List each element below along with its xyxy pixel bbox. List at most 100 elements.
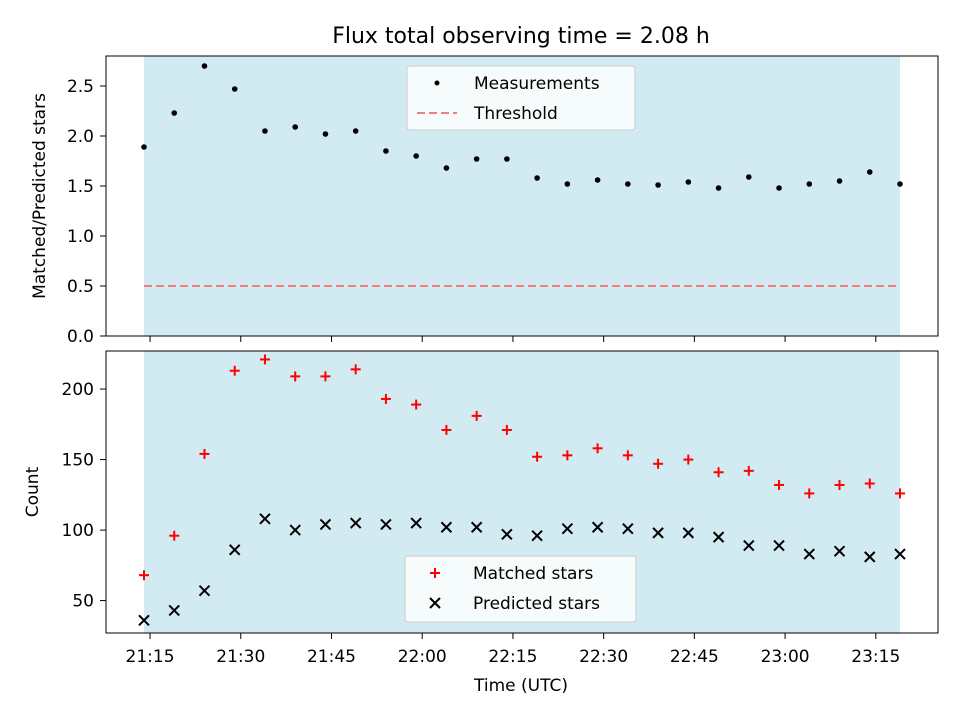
measurement-point bbox=[866, 169, 873, 175]
predicted-stars-point bbox=[380, 518, 392, 531]
xtick-label: 22:45 bbox=[670, 647, 719, 667]
predicted-stars-point bbox=[591, 521, 604, 533]
matched-stars-point bbox=[471, 410, 482, 421]
measurement-point bbox=[473, 156, 480, 162]
bottom-legend: Matched stars Predicted stars bbox=[404, 555, 637, 623]
predicted-stars-point bbox=[531, 530, 543, 542]
predicted-stars-point bbox=[864, 551, 876, 563]
predicted-stars-point bbox=[773, 539, 785, 552]
predicted-stars-point bbox=[803, 548, 815, 560]
measurement-point bbox=[625, 181, 631, 187]
measurement-point bbox=[806, 181, 813, 187]
measurement-point bbox=[413, 153, 419, 159]
predicted-stars-point bbox=[470, 521, 483, 533]
matched-stars-point bbox=[229, 365, 240, 376]
predicted-stars-point bbox=[138, 614, 150, 627]
predicted-stars-point bbox=[259, 513, 271, 525]
xtick-label: 23:15 bbox=[851, 647, 900, 667]
top-ylabel: Matched/Predicted stars bbox=[30, 93, 50, 299]
matched-stars-point bbox=[169, 530, 180, 541]
measurement-point bbox=[201, 63, 208, 69]
legend-predicted-label: Predicted stars bbox=[473, 594, 600, 614]
legend-matched-marker bbox=[430, 568, 440, 578]
bot-ytick-label: 100 bbox=[62, 521, 94, 541]
matched-stars-point bbox=[743, 465, 754, 476]
predicted-stars-point bbox=[682, 527, 695, 539]
predicted-stars-point bbox=[561, 522, 574, 535]
xtick-label: 21:45 bbox=[307, 647, 356, 667]
matched-stars-point bbox=[864, 478, 875, 489]
matched-stars-point bbox=[259, 354, 270, 365]
matched-stars-point bbox=[683, 454, 694, 465]
matched-stars-point bbox=[380, 393, 391, 404]
measurement-point bbox=[715, 185, 722, 191]
legend-matched-label: Matched stars bbox=[473, 564, 593, 584]
predicted-stars-point bbox=[289, 524, 301, 536]
measurement-point bbox=[564, 181, 571, 187]
measurement-point bbox=[231, 86, 238, 92]
measurement-point bbox=[292, 124, 299, 130]
xtick-label: 22:30 bbox=[579, 647, 628, 667]
xtick-label: 21:30 bbox=[216, 647, 265, 667]
top-ytick-label: 0.5 bbox=[67, 277, 94, 297]
measurement-point bbox=[171, 110, 178, 116]
bottom-axes-frame bbox=[105, 350, 939, 634]
predicted-stars-point bbox=[410, 517, 422, 529]
legend-predicted-marker bbox=[429, 597, 441, 609]
top-ytick-label: 1.5 bbox=[67, 177, 94, 197]
predicted-stars-point bbox=[319, 518, 332, 531]
matched-stars-point bbox=[895, 488, 905, 499]
matched-stars-point bbox=[774, 479, 785, 490]
bottom-panel: 50 100 150 200 21:15 21:30 21:45 22:00 22:15 22:… bbox=[23, 350, 939, 696]
measurement-point bbox=[685, 179, 692, 185]
measurement-point bbox=[655, 182, 661, 188]
xtick-label: 22:15 bbox=[488, 647, 537, 667]
measurement-point bbox=[352, 128, 359, 134]
predicted-stars-point bbox=[743, 539, 755, 552]
matched-stars-point bbox=[320, 371, 331, 382]
matched-stars-point bbox=[139, 570, 149, 581]
measurement-point bbox=[262, 128, 268, 134]
legend-measurements-marker bbox=[434, 80, 440, 86]
matched-stars-point bbox=[441, 424, 452, 435]
measurement-point bbox=[746, 174, 752, 180]
top-panel: 0.0 0.5 1.0 1.5 2.0 2.5 Matched/Predicted sta… bbox=[30, 55, 939, 347]
legend-threshold-label: Threshold bbox=[473, 104, 558, 124]
matched-stars-point bbox=[290, 371, 301, 382]
predicted-stars-point bbox=[833, 545, 846, 557]
measurement-point bbox=[443, 165, 450, 171]
top-ytick-label: 2.5 bbox=[67, 77, 94, 97]
measurement-point bbox=[776, 185, 782, 191]
predicted-stars-point bbox=[501, 528, 513, 541]
predicted-stars-point bbox=[712, 531, 725, 543]
measurement-point bbox=[594, 177, 601, 183]
bot-ytick-label: 150 bbox=[62, 451, 94, 471]
measurement-point bbox=[534, 175, 540, 181]
top-legend: Measurements Threshold bbox=[406, 65, 636, 131]
measurement-point bbox=[836, 178, 843, 184]
bottom-legend-box bbox=[404, 555, 637, 623]
matched-stars-point bbox=[592, 443, 603, 454]
predicted-stars-point bbox=[198, 584, 211, 597]
matched-stars-point bbox=[350, 364, 361, 375]
bottom-ylabel: Count bbox=[23, 466, 43, 517]
measurement-point bbox=[383, 148, 389, 154]
legend-measurements-label: Measurements bbox=[474, 74, 600, 94]
x-axis-label: Time (UTC) bbox=[473, 676, 568, 696]
top-ytick-label: 2.0 bbox=[67, 127, 94, 147]
predicted-stars-point bbox=[622, 522, 634, 535]
measurement-point bbox=[504, 156, 510, 162]
top-axes-frame bbox=[105, 55, 939, 337]
matched-stars-point bbox=[532, 451, 543, 462]
xtick-label: 22:00 bbox=[398, 647, 447, 667]
measurement-point bbox=[322, 131, 329, 137]
predicted-stars-point bbox=[229, 544, 241, 556]
measurement-point bbox=[897, 181, 903, 187]
matched-stars-point bbox=[562, 450, 573, 461]
matched-stars-point bbox=[804, 488, 815, 499]
chart-title: Flux total observing time = 2.08 h bbox=[332, 24, 710, 49]
matched-stars-point bbox=[411, 399, 422, 410]
matched-stars-point bbox=[653, 458, 664, 469]
matched-stars-point bbox=[199, 448, 210, 459]
